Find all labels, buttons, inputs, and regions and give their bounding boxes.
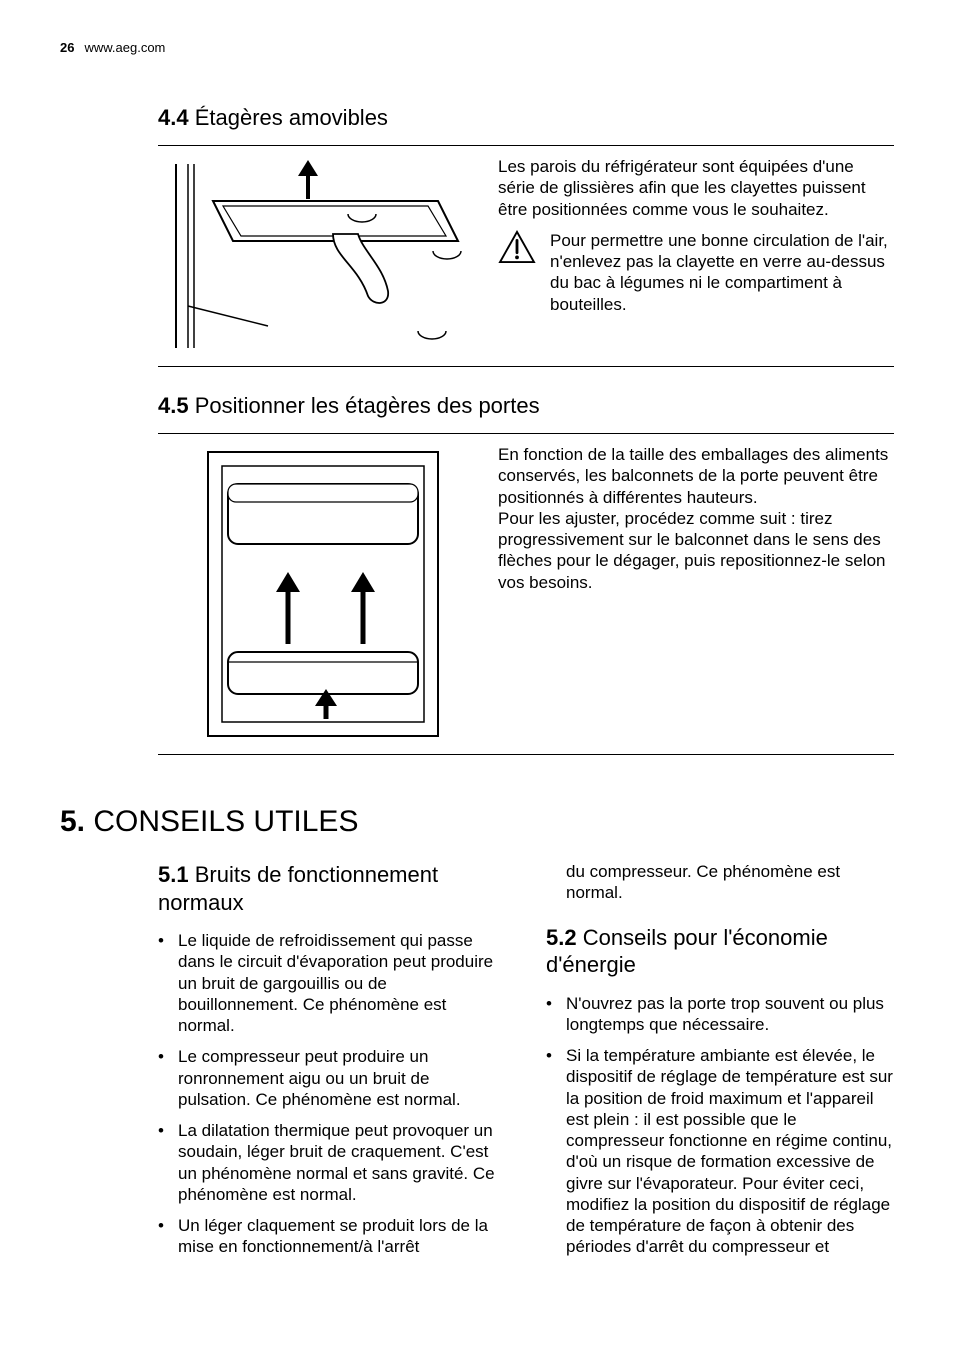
section-4-5-title: 4.5 Positionner les étagères des portes	[158, 393, 894, 419]
section-4-5-paragraph: En fonction de la taille des emballages …	[498, 444, 894, 593]
section-5-2-label: Conseils pour l'économie d'énergie	[546, 925, 828, 978]
section-5-1-title: 5.1 Bruits de fonctionnement normaux	[158, 861, 506, 916]
section-4-5-number: 4.5	[158, 393, 189, 418]
section-4-5-label: Positionner les étagères des portes	[195, 393, 540, 418]
section-5-2-list: N'ouvrez pas la porte trop souvent ou pl…	[546, 993, 894, 1258]
chapter-5-label: CONSEILS UTILES	[93, 805, 358, 838]
list-item: Si la température ambiante est élevée, l…	[546, 1045, 894, 1258]
section-4-4-title: 4.4 Étagères amovibles	[158, 105, 894, 131]
shelf-diagram	[158, 156, 478, 356]
section-5-1-list: Le liquide de refroidissement qui passe …	[158, 930, 506, 1258]
figure-block-4-4: Les parois du réfrigérateur sont équipée…	[158, 145, 894, 367]
section-5-1-label: Bruits de fonctionnement normaux	[158, 862, 438, 915]
warning-4-4-text: Pour permettre une bonne circulation de …	[550, 230, 894, 315]
door-shelf-diagram	[158, 444, 478, 744]
col-right: du compresseur. Ce phénomène est normal.…	[546, 861, 894, 1268]
section-4-4-number: 4.4	[158, 105, 189, 130]
chapter-5-number: 5.	[60, 805, 85, 838]
section-4-4-label: Étagères amovibles	[195, 105, 388, 130]
section-5-2-number: 5.2	[546, 925, 577, 950]
figure-block-4-5: En fonction de la taille des emballages …	[158, 433, 894, 755]
chapter-5-columns: 5.1 Bruits de fonctionnement normaux Le …	[158, 861, 894, 1268]
list-item: Un léger claquement se produit lors de l…	[158, 1215, 506, 1258]
section-5-2-title: 5.2 Conseils pour l'économie d'énergie	[546, 924, 894, 979]
section-4-4-textcol: Les parois du réfrigérateur sont équipée…	[498, 156, 894, 356]
list-item: La dilatation thermique peut provoquer u…	[158, 1120, 506, 1205]
section-5-1-continuation: du compresseur. Ce phénomène est normal.	[546, 861, 894, 904]
list-item: Le compresseur peut produire un ronronne…	[158, 1046, 506, 1110]
section-4-4-paragraph: Les parois du réfrigérateur sont équipée…	[498, 156, 894, 220]
site-url: www.aeg.com	[84, 40, 165, 55]
chapter-5-title: 5. CONSEILS UTILES	[60, 805, 894, 839]
page-header: 26 www.aeg.com	[60, 40, 894, 55]
section-4-5-textcol: En fonction de la taille des emballages …	[498, 444, 894, 744]
list-item: N'ouvrez pas la porte trop souvent ou pl…	[546, 993, 894, 1036]
warning-4-4: Pour permettre une bonne circulation de …	[498, 230, 894, 315]
section-5-1-number: 5.1	[158, 862, 189, 887]
warning-icon	[498, 230, 536, 269]
list-item: Le liquide de refroidissement qui passe …	[158, 930, 506, 1036]
col-left: 5.1 Bruits de fonctionnement normaux Le …	[158, 861, 506, 1268]
page-number: 26	[60, 40, 74, 55]
